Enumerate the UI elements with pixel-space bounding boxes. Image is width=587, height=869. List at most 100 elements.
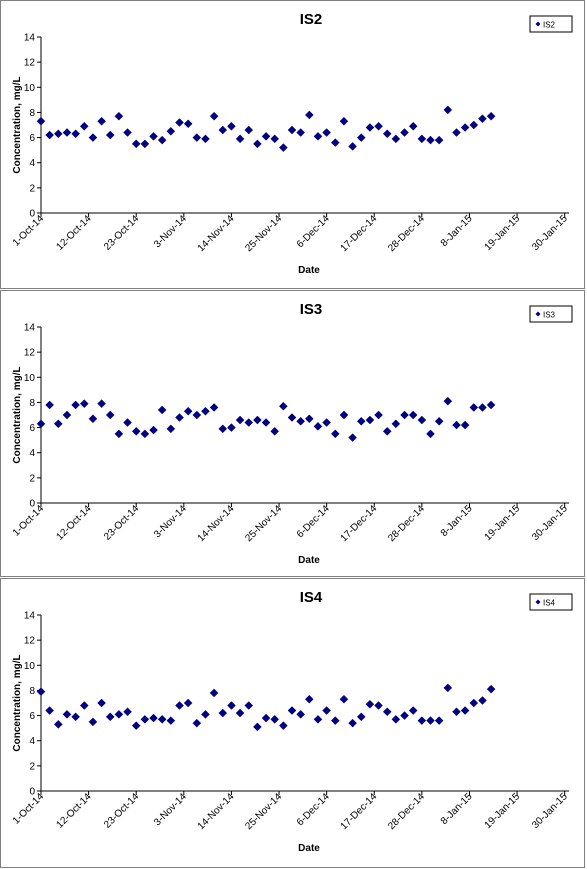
x-tick-label: 6-Dec-14 — [295, 791, 332, 828]
data-point — [114, 709, 124, 719]
data-point — [417, 415, 427, 425]
y-tick-label: 4 — [29, 158, 35, 169]
data-point — [400, 128, 409, 137]
data-point — [131, 139, 141, 149]
data-point — [149, 131, 158, 141]
y-tick-label: 0 — [29, 787, 35, 798]
data-point — [183, 406, 193, 416]
data-point — [434, 716, 444, 725]
y-tick-label: 10 — [24, 83, 36, 94]
y-tick-label: 4 — [29, 448, 35, 459]
data-point — [426, 135, 435, 145]
legend-label: IS2 — [543, 21, 556, 30]
legend-label: IS4 — [543, 599, 556, 608]
data-point — [365, 699, 375, 709]
x-axis-label: Date — [298, 555, 320, 566]
data-point — [478, 403, 487, 412]
data-point — [45, 130, 55, 140]
x-tick-label: 8-Jan-15 — [439, 503, 475, 539]
data-point — [348, 433, 357, 442]
legend-box — [529, 15, 573, 33]
data-point — [36, 419, 46, 429]
x-tick-label: 23-Oct-14 — [102, 213, 142, 253]
data-point — [114, 111, 124, 121]
chart-title: IS4 — [300, 589, 323, 606]
chart-title: IS3 — [300, 301, 323, 318]
y-axis-label: Concentration, mg/L — [12, 366, 23, 463]
data-point — [313, 714, 323, 724]
data-point — [478, 696, 487, 705]
data-point — [270, 426, 280, 436]
x-tick-label: 19-Jan-15 — [483, 503, 523, 543]
y-tick-label: 8 — [29, 108, 35, 119]
data-point — [304, 110, 314, 120]
y-tick-label: 12 — [24, 348, 36, 359]
data-point — [296, 416, 306, 426]
data-point — [270, 134, 280, 144]
data-point — [218, 708, 228, 718]
x-tick-label: 8-Jan-15 — [439, 213, 475, 249]
data-point — [201, 134, 210, 144]
data-point — [339, 410, 349, 420]
data-point — [79, 121, 89, 131]
data-point — [469, 698, 479, 708]
data-point — [192, 410, 202, 420]
x-tick-label: 19-Jan-15 — [483, 791, 523, 831]
x-tick-label: 12-Oct-14 — [55, 791, 95, 831]
data-point — [279, 143, 288, 152]
data-point — [391, 134, 401, 144]
data-point — [296, 709, 306, 719]
data-point — [88, 717, 98, 727]
data-point — [452, 420, 461, 430]
data-point — [175, 413, 184, 422]
data-point — [391, 419, 401, 429]
data-point — [322, 128, 331, 137]
data-point — [157, 405, 167, 415]
chart-panel-is4: IS4 0 2 4 6 8 10 12 14 1-Oct-14 12-Oct-14 23-Oct-14… — [0, 578, 585, 868]
data-point — [417, 716, 427, 725]
data-point — [374, 121, 383, 131]
data-point — [71, 712, 80, 722]
data-point — [443, 105, 453, 115]
data-point — [330, 429, 340, 439]
data-point — [408, 121, 418, 131]
y-tick-label: 6 — [29, 133, 35, 144]
data-point — [486, 684, 496, 694]
y-tick-label: 6 — [29, 423, 35, 434]
data-point — [97, 399, 106, 409]
x-tick-label: 3-Nov-14 — [152, 213, 189, 250]
data-point — [140, 429, 150, 439]
data-point — [478, 114, 487, 124]
data-point — [79, 399, 89, 409]
data-point — [218, 424, 228, 434]
data-point — [261, 418, 271, 427]
data-point — [235, 134, 245, 144]
data-point — [62, 128, 72, 137]
data-point — [426, 716, 435, 725]
data-point — [356, 712, 366, 722]
data-point — [322, 706, 331, 715]
data-point — [105, 712, 115, 722]
data-point — [296, 128, 306, 137]
legend-marker — [535, 599, 541, 605]
data-point — [123, 707, 132, 717]
data-point — [235, 708, 245, 718]
data-point — [287, 413, 297, 422]
data-point — [339, 116, 349, 126]
data-point — [244, 418, 254, 427]
data-point — [36, 116, 46, 126]
data-point — [339, 694, 349, 704]
data-point — [330, 138, 340, 147]
data-point — [270, 714, 280, 724]
data-point — [365, 123, 375, 132]
data-point — [253, 415, 262, 425]
data-point — [175, 118, 184, 127]
x-tick-label: 3-Nov-14 — [152, 791, 189, 828]
data-point — [227, 423, 236, 432]
data-point — [460, 123, 470, 132]
data-point — [209, 688, 219, 698]
data-point — [434, 135, 444, 145]
x-tick-label: 30-Jan-15 — [530, 791, 570, 831]
